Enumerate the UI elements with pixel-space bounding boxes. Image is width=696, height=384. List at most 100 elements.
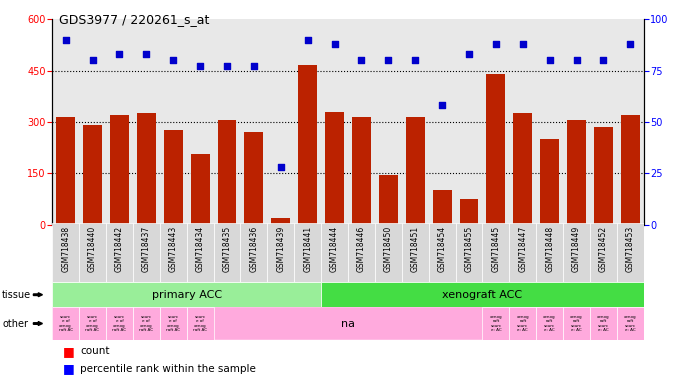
Point [544, 57, 555, 63]
Text: sourc
e of
xenog
raft AC: sourc e of xenog raft AC [139, 314, 153, 333]
Text: xenog
raft
sourc
e: AC: xenog raft sourc e: AC [597, 314, 610, 333]
Text: GSM718434: GSM718434 [196, 226, 205, 272]
Text: GSM718438: GSM718438 [61, 226, 70, 272]
Text: GDS3977 / 220261_s_at: GDS3977 / 220261_s_at [59, 13, 209, 26]
Bar [52, 282, 321, 307]
Bar [348, 223, 375, 282]
Point [598, 57, 609, 63]
Bar [160, 223, 187, 282]
Point [571, 57, 582, 63]
Bar [375, 223, 402, 282]
Bar [164, 131, 182, 225]
Bar [433, 190, 452, 225]
Bar [133, 223, 160, 282]
Bar [617, 223, 644, 282]
Bar [590, 223, 617, 282]
Point [410, 57, 421, 63]
Bar [106, 223, 133, 282]
Point [356, 57, 367, 63]
Bar [299, 65, 317, 225]
Text: sourc
e of
xenog
raft AC: sourc e of xenog raft AC [166, 314, 180, 333]
Text: GSM718452: GSM718452 [599, 226, 608, 272]
Bar [536, 223, 563, 282]
Point [302, 37, 313, 43]
Point [248, 63, 260, 70]
Bar [482, 307, 509, 340]
Bar [110, 115, 129, 225]
Point [383, 57, 394, 63]
Text: GSM718444: GSM718444 [330, 226, 339, 272]
Bar [459, 199, 478, 225]
Text: xenog
raft
sourc
e: AC: xenog raft sourc e: AC [489, 314, 503, 333]
Bar [621, 115, 640, 225]
Text: GSM718441: GSM718441 [303, 226, 313, 272]
Bar [187, 307, 214, 340]
Point [436, 103, 448, 109]
Text: sourc
e of
xenog
raft AC: sourc e of xenog raft AC [86, 314, 100, 333]
Bar [379, 175, 397, 225]
Bar [429, 223, 456, 282]
Point [114, 51, 125, 57]
Point [625, 41, 636, 47]
Bar [79, 307, 106, 340]
Text: na: na [341, 318, 355, 329]
Bar [244, 132, 263, 225]
Text: GSM718437: GSM718437 [142, 226, 151, 272]
Text: GSM718448: GSM718448 [545, 226, 554, 272]
Bar [267, 223, 294, 282]
Text: sourc
e of
xenog
raft AC: sourc e of xenog raft AC [58, 314, 72, 333]
Bar [294, 223, 321, 282]
Text: sourc
e of
xenog
raft AC: sourc e of xenog raft AC [112, 314, 127, 333]
Text: tissue: tissue [2, 290, 31, 300]
Text: sourc
e of
xenog
raft AC: sourc e of xenog raft AC [193, 314, 207, 333]
Text: GSM718454: GSM718454 [438, 226, 447, 272]
Bar [617, 307, 644, 340]
Bar [482, 223, 509, 282]
Bar [52, 223, 79, 282]
Text: GSM718451: GSM718451 [411, 226, 420, 272]
Bar [563, 223, 590, 282]
Bar [456, 223, 482, 282]
Bar [406, 117, 425, 225]
Text: GSM718442: GSM718442 [115, 226, 124, 272]
Bar [240, 223, 267, 282]
Text: GSM718443: GSM718443 [168, 226, 177, 272]
Bar [191, 154, 209, 225]
Bar [594, 127, 613, 225]
Point [221, 63, 232, 70]
Bar [487, 74, 505, 225]
Point [168, 57, 179, 63]
Bar [540, 139, 559, 225]
Text: GSM718435: GSM718435 [223, 226, 232, 272]
Point [60, 37, 71, 43]
Text: count: count [80, 346, 109, 356]
Bar [56, 117, 75, 225]
Point [490, 41, 501, 47]
Text: xenog
raft
sourc
e: AC: xenog raft sourc e: AC [570, 314, 583, 333]
Bar [325, 112, 344, 225]
Bar [321, 282, 644, 307]
Text: xenog
raft
sourc
e: AC: xenog raft sourc e: AC [624, 314, 637, 333]
Bar [514, 113, 532, 225]
Bar [187, 223, 214, 282]
Text: primary ACC: primary ACC [152, 290, 222, 300]
Bar [106, 307, 133, 340]
Text: GSM718446: GSM718446 [357, 226, 366, 272]
Point [141, 51, 152, 57]
Text: GSM718436: GSM718436 [249, 226, 258, 272]
Text: GSM718439: GSM718439 [276, 226, 285, 272]
Bar [352, 117, 371, 225]
Point [464, 51, 475, 57]
Text: GSM718450: GSM718450 [383, 226, 393, 272]
Bar [133, 307, 160, 340]
Bar [160, 307, 187, 340]
Text: GSM718447: GSM718447 [519, 226, 528, 272]
Point [275, 164, 286, 170]
Text: GSM718440: GSM718440 [88, 226, 97, 272]
Bar [536, 307, 563, 340]
Text: GSM718449: GSM718449 [572, 226, 581, 272]
Point [194, 63, 205, 70]
Bar [271, 218, 290, 225]
Bar [52, 307, 79, 340]
Point [517, 41, 528, 47]
